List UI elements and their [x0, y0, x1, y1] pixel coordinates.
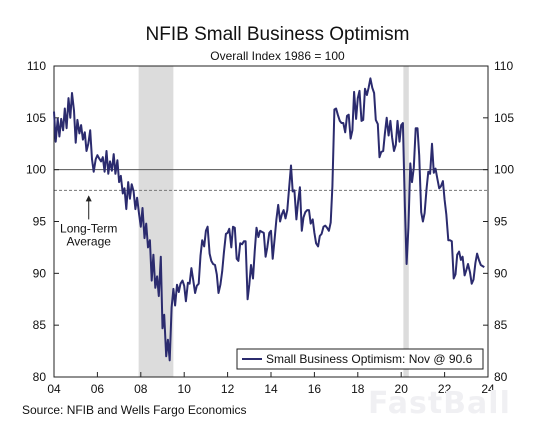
annotation-text: Long-Term — [60, 221, 117, 235]
y-tick-label-right: 80 — [494, 370, 508, 384]
x-tick-label: 22 — [438, 382, 452, 396]
x-tick-label: 06 — [91, 382, 105, 396]
y-tick-label-left: 80 — [33, 370, 47, 384]
watermark-text: FastBall — [368, 386, 511, 421]
x-tick-label: 16 — [308, 382, 322, 396]
axis-ticks-layer: 80 80 85 85 90 90 95 95 100 100 105 105 110 110 04 06 08… — [26, 59, 514, 396]
y-tick-label-left: 110 — [27, 59, 46, 73]
y-tick-label-left: 95 — [33, 215, 47, 229]
x-tick-label: 18 — [351, 382, 365, 396]
series-line — [53, 77, 485, 362]
y-tick-label-right: 85 — [494, 318, 508, 332]
y-tick-label-right: 90 — [494, 266, 508, 280]
legend-box — [236, 348, 484, 370]
x-tick-label: 08 — [134, 382, 148, 396]
y-tick-label-left: 100 — [26, 163, 46, 177]
y-tick-label-right: 95 — [494, 215, 508, 229]
y-tick-label-left: 85 — [33, 318, 47, 332]
legend-label: Small Business Optimism: Nov @ 90.6 — [266, 352, 473, 366]
y-tick-label-right: 110 — [494, 59, 513, 73]
recession-band — [138, 66, 174, 377]
y-tick-label-left: 90 — [33, 266, 47, 280]
x-tick-label: 12 — [221, 382, 235, 396]
legend: Small Business Optimism: Nov @ 90.6 — [236, 348, 484, 370]
reference-lines-layer — [54, 169, 488, 191]
chart-title: NFIB Small Business Optimism — [145, 24, 410, 45]
annotation-arrow-head — [85, 195, 92, 202]
x-tick-label: 14 — [264, 382, 278, 396]
x-tick-label: 24 — [481, 382, 495, 396]
chart-subtitle: Overall Index 1986 = 100 — [210, 49, 345, 63]
annotation-text: Average — [66, 234, 111, 248]
source-note: Source: NFIB and Wells Fargo Economics — [22, 403, 247, 417]
y-tick-label-right: 100 — [494, 163, 514, 177]
y-tick-label-left: 105 — [26, 111, 46, 125]
recession-shading-layer — [138, 66, 409, 377]
x-tick-label: 20 — [395, 382, 409, 396]
x-tick-label: 04 — [47, 382, 61, 396]
x-tick-label: 10 — [178, 382, 192, 396]
y-tick-label-right: 105 — [494, 111, 514, 125]
series-layer — [53, 77, 485, 362]
